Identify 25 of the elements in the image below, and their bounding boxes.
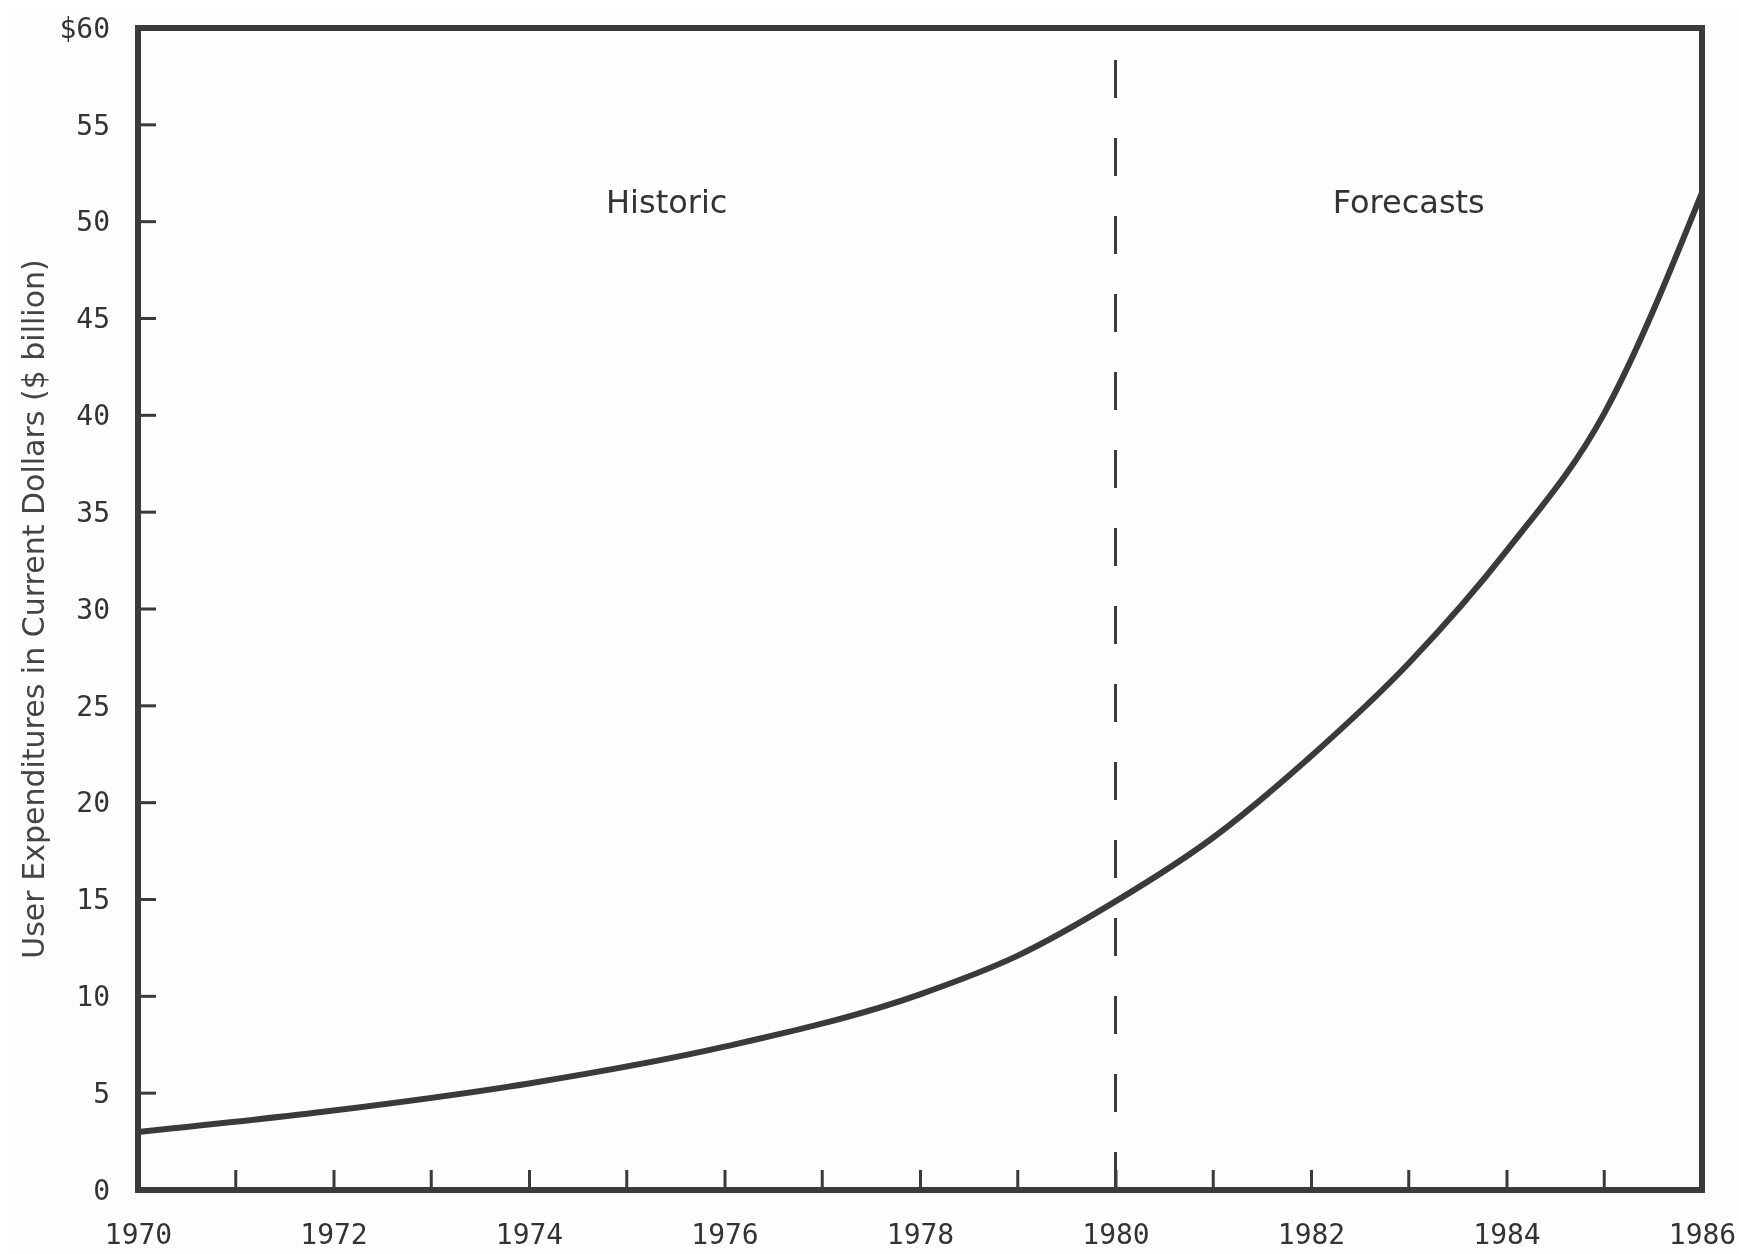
x-tick-label: 1976 [691, 1217, 759, 1251]
x-tick-label: 1980 [1082, 1217, 1150, 1251]
x-tick-label: 1974 [495, 1217, 564, 1251]
x-tick-label: 1984 [1473, 1217, 1541, 1251]
y-tick-label: 20 [76, 786, 110, 820]
annotation: Forecasts [1332, 183, 1485, 221]
y-tick-label: 35 [76, 495, 110, 529]
x-tick-label: 1978 [886, 1217, 955, 1251]
x-tick-label: 1970 [104, 1217, 173, 1251]
annotation: Historic [606, 183, 728, 221]
y-tick-label: 50 [76, 205, 110, 239]
y-axis-title: User Expenditures in Current Dollars ($ billion) [16, 259, 51, 959]
y-tick-label: 55 [76, 108, 110, 142]
y-tick-label: 30 [76, 592, 110, 626]
y-tick-label: 0 [93, 1173, 110, 1207]
y-tick-label: 5 [93, 1076, 110, 1110]
x-tick-label: 1972 [300, 1217, 368, 1251]
y-tick-label: 25 [76, 689, 110, 723]
y-tick-label: $60 [59, 11, 110, 45]
y-tick-label: 15 [76, 883, 110, 917]
x-tick-label: 1986 [1668, 1217, 1737, 1251]
y-tick-label: 40 [76, 399, 110, 433]
y-tick-label: 10 [76, 980, 110, 1014]
y-tick-label: 45 [76, 302, 110, 336]
x-tick-label: 1982 [1277, 1217, 1346, 1251]
